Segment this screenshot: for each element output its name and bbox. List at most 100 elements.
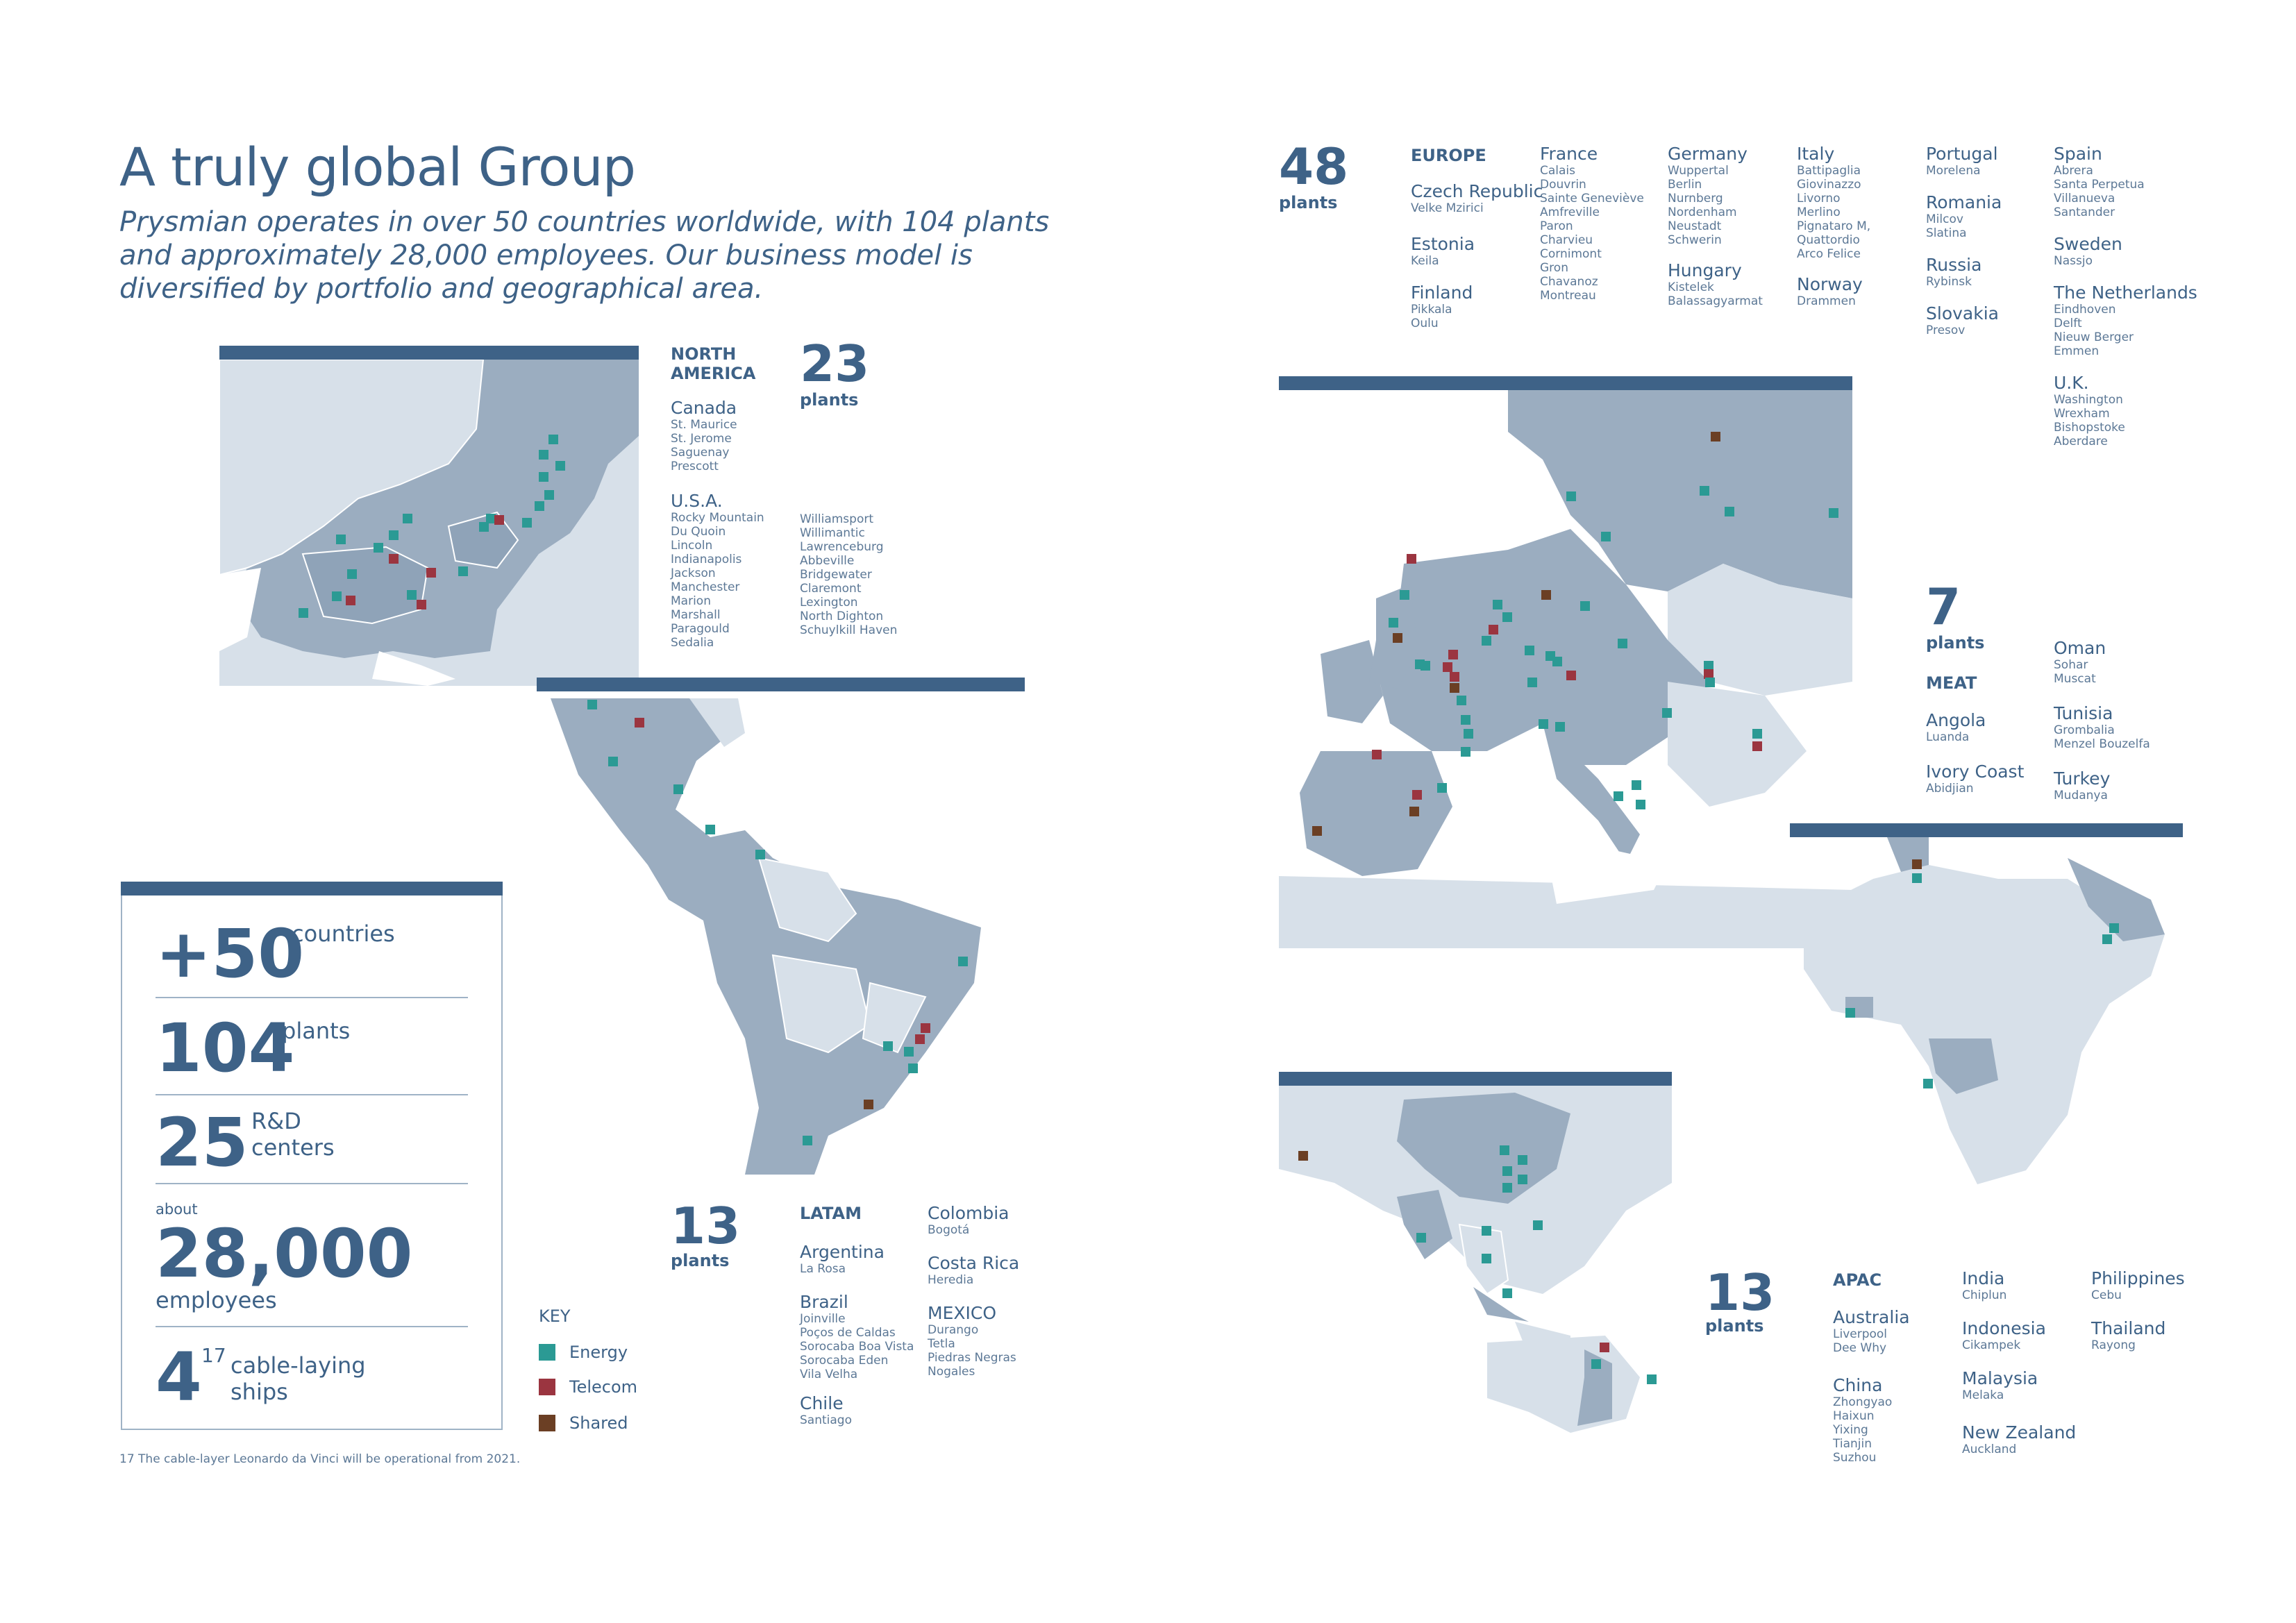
footnote: 17 The cable-layer Leonardo da Vinci wil… <box>119 1452 521 1466</box>
city-list: Nassjo <box>2054 254 2093 268</box>
city-list: Rayong <box>2091 1338 2136 1352</box>
europe-plant-count: 48 <box>1279 137 1349 196</box>
meat-plant-count: 7 <box>1926 578 1961 636</box>
stat-countries-value: +50 <box>156 915 305 993</box>
latam-map <box>537 691 1023 1175</box>
country-name: Thailand <box>2091 1318 2166 1338</box>
usa-city-list-col2: Williamsport Willimantic Lawrenceburg Ab… <box>800 512 898 637</box>
country-name: Russia <box>1926 255 1982 275</box>
stat-employees-label: employees <box>156 1287 277 1313</box>
energy-marker <box>1461 747 1470 757</box>
shared-marker <box>1711 432 1720 442</box>
page-title: A truly global Group <box>119 136 636 198</box>
city-list: Auckland <box>1962 1443 2017 1456</box>
energy-marker <box>1527 678 1537 687</box>
key-shared-label: Shared <box>569 1413 628 1433</box>
europe-col6: Spain Abrera Santa Perpetua Villanueva S… <box>2054 144 2197 449</box>
energy-marker <box>673 784 683 794</box>
country-name: China <box>1833 1375 1883 1395</box>
telecom-marker <box>417 600 426 609</box>
shared-marker <box>864 1100 873 1109</box>
energy-marker <box>1601 532 1611 541</box>
city-list: Rocky Mountain Du Quoin Lincoln Indianap… <box>671 511 764 650</box>
latam-bar <box>537 678 1025 691</box>
country-name: Indonesia <box>1962 1318 2046 1338</box>
energy-marker <box>403 514 412 523</box>
telecom-marker <box>1450 672 1459 682</box>
country-name: India <box>1962 1268 2005 1288</box>
europe-region-name: EUROPE <box>1411 146 1486 165</box>
energy-marker <box>479 522 489 532</box>
latam-plants-label: plants <box>671 1251 730 1270</box>
city-list: Sohar Muscat <box>2054 658 2096 686</box>
energy-marker <box>2102 934 2112 944</box>
energy-marker <box>548 435 558 444</box>
latam-col1: Argentina La Rosa Brazil Joinville Poços… <box>800 1242 914 1428</box>
north-america-map <box>219 360 639 686</box>
telecom-swatch <box>539 1379 555 1395</box>
energy-marker <box>755 850 765 859</box>
europe-col1: Czech Republic Velke Mzirici Estonia Kei… <box>1411 182 1543 331</box>
energy-marker <box>1437 783 1447 793</box>
city-list: Zhongyao Haixun Yixing Tianjin Suzhou <box>1833 1395 1893 1465</box>
telecom-marker <box>1448 650 1458 659</box>
stat-rd-label: R&D centers <box>251 1108 335 1161</box>
energy-marker <box>1662 708 1672 718</box>
energy-marker <box>1518 1175 1527 1184</box>
north-america-bar <box>219 346 639 360</box>
energy-marker <box>1493 600 1502 609</box>
city-list: Washington Wrexham Bishopstoke Aberdare <box>2054 393 2125 448</box>
north-america-region-name: NORTH AMERICA <box>671 344 756 383</box>
energy-marker <box>1457 696 1466 705</box>
city-list: Santiago <box>800 1413 852 1427</box>
telecom-marker <box>635 718 644 728</box>
country-name: Turkey <box>2054 768 2111 789</box>
stat-employees-value: 28,000 <box>156 1215 413 1293</box>
energy-marker <box>1500 1145 1509 1155</box>
city-list: Kistelek Balassagyarmat <box>1668 280 1763 308</box>
country-name: Finland <box>1411 283 1473 303</box>
stat-plants-value: 104 <box>156 1009 295 1087</box>
apac-region-name: APAC <box>1833 1270 1882 1290</box>
telecom-marker <box>1407 554 1416 564</box>
meat-bar <box>1790 823 2183 837</box>
country-name: U.K. <box>2054 373 2089 393</box>
page-subtitle: Prysmian operates in over 50 countries w… <box>119 206 1050 305</box>
europe-col2: France Calais Douvrin Sainte Geneviève A… <box>1540 144 1644 303</box>
city-list: Luanda <box>1926 730 1970 744</box>
shared-swatch <box>539 1415 555 1431</box>
stats-bar <box>121 882 503 895</box>
energy-marker <box>1389 618 1398 628</box>
country-name: Italy <box>1797 144 1835 164</box>
country-name: Argentina <box>800 1242 885 1262</box>
city-list: La Rosa <box>800 1262 846 1276</box>
energy-marker <box>1421 661 1430 671</box>
energy-marker <box>1482 1226 1491 1236</box>
city-list: Calais Douvrin Sainte Geneviève Amfrevil… <box>1540 164 1644 303</box>
energy-marker <box>908 1063 918 1073</box>
energy-marker <box>1725 507 1734 516</box>
telecom-marker <box>1489 625 1498 634</box>
city-list: Melaka <box>1962 1388 2004 1402</box>
north-america-plants-label: plants <box>800 390 859 410</box>
stat-divider <box>156 997 468 998</box>
energy-marker <box>904 1047 914 1057</box>
energy-marker <box>389 530 399 540</box>
country-name: Philippines <box>2091 1268 2185 1288</box>
stat-countries-label: countries <box>292 920 395 947</box>
city-list: Bogotá <box>928 1223 970 1237</box>
energy-marker <box>535 501 544 511</box>
city-list: Milcov Slatina <box>1926 212 1967 240</box>
europe-bar <box>1279 376 1852 390</box>
energy-marker <box>1518 1155 1527 1165</box>
energy-marker <box>1482 636 1491 646</box>
latam-plant-count: 13 <box>671 1197 741 1255</box>
country-name: Australia <box>1833 1307 1910 1327</box>
latam-col2: Colombia Bogotá Costa Rica Heredia MEXIC… <box>928 1204 1019 1379</box>
country-name: Colombia <box>928 1203 1009 1223</box>
energy-marker <box>544 490 554 500</box>
shared-marker <box>1312 826 1322 836</box>
shared-marker <box>1409 807 1419 816</box>
country-name: New Zealand <box>1962 1422 2077 1443</box>
stats-box <box>121 882 503 1430</box>
